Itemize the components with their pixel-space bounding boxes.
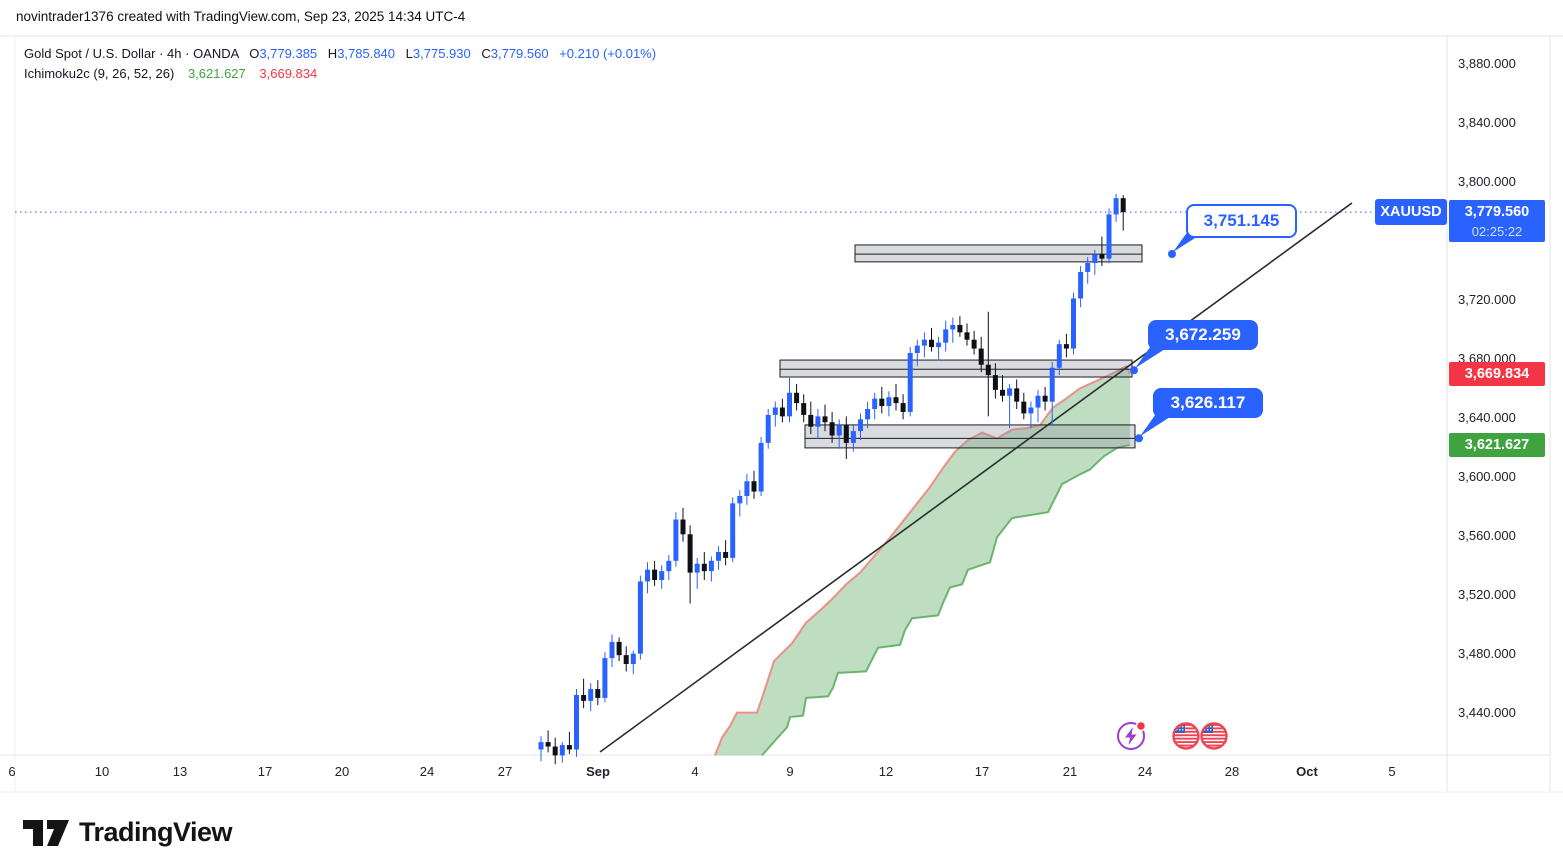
indicator-title[interactable]: Ichimoku2c (9, 26, 52, 26) [24,66,175,81]
bar-countdown: 02:25:22 [1471,224,1523,240]
time-tick: Sep [586,764,610,779]
time-tick: 9 [786,764,794,779]
price-callout-3626[interactable]: 3,626.117 [1153,388,1263,418]
time-tick: 13 [172,764,188,779]
time-tick: 21 [1062,764,1078,779]
change-value: +0.210 (+0.01%) [559,46,657,61]
time-tick: 28 [1224,764,1240,779]
last-price-badge: 3,779.560 02:25:22 [1449,200,1545,243]
time-tick: 24 [419,764,435,779]
high-label: H [327,46,338,61]
price-tick: 3,720.000 [1458,291,1516,307]
symbol-title[interactable]: Gold Spot / U.S. Dollar · 4h · OANDA [24,46,239,61]
price-tick: 3,480.000 [1458,645,1516,661]
tradingview-logo[interactable]: TradingView [22,817,233,848]
close-label: C [481,46,491,61]
low-label: L [405,46,413,61]
time-tick: 20 [334,764,350,779]
tradingview-logo-mark [23,819,69,846]
economic-event-flag-icon[interactable] [1200,722,1228,750]
events-lightning-icon[interactable] [1117,720,1147,750]
callout-anchor-dot[interactable] [1130,366,1138,375]
ichimoku-red-price-badge: 3,669.834 [1449,361,1545,386]
symbol-badge: XAUUSD [1375,199,1447,226]
indicator-green-value: 3,621.627 [187,66,246,81]
tradingview-wordmark: TradingView [79,817,233,847]
price-callout-3751[interactable]: 3,751.145 [1186,204,1297,238]
price-tick: 3,880.000 [1458,56,1516,72]
callout-anchor-dot[interactable] [1135,434,1143,443]
price-tick: 3,560.000 [1458,527,1516,543]
attribution-text: novintrader1376 created with TradingView… [16,9,466,24]
price-tick: 3,520.000 [1458,586,1516,602]
price-zone[interactable] [854,244,1143,263]
last-price-value: 3,779.560 [1464,204,1530,221]
indicator-red-value: 3,669.834 [259,66,318,81]
close-value: 3,779.560 [490,46,549,61]
time-tick: Oct [1296,764,1318,779]
legend-indicator-row[interactable]: Ichimoku2c (9, 26, 52, 26) 3,621.627 3,6… [24,64,656,84]
time-tick: 27 [497,764,513,779]
price-tick: 3,640.000 [1458,409,1516,425]
open-label: O [249,46,260,61]
time-tick: 4 [691,764,699,779]
ichimoku-green-price-badge: 3,621.627 [1449,432,1545,457]
callout-anchor-dot[interactable] [1168,250,1176,259]
low-value: 3,775.930 [412,46,471,61]
legend-symbol-row[interactable]: Gold Spot / U.S. Dollar · 4h · OANDA O3,… [24,44,656,64]
price-tick: 3,440.000 [1458,704,1516,720]
time-tick: 10 [94,764,110,779]
economic-event-flag-icon[interactable] [1172,722,1200,750]
time-tick: 17 [974,764,990,779]
price-tick: 3,800.000 [1458,174,1516,189]
price-zone[interactable] [779,359,1133,378]
price-tick: 3,840.000 [1458,115,1516,131]
time-tick: 5 [1388,764,1396,779]
chart-legend: Gold Spot / U.S. Dollar · 4h · OANDA O3,… [24,44,656,84]
trend-line[interactable] [599,202,1353,753]
price-tick: 3,600.000 [1458,468,1516,484]
time-tick: 12 [878,764,894,779]
high-value: 3,785.840 [337,46,396,61]
time-tick: 24 [1137,764,1153,779]
open-value: 3,779.385 [259,46,318,61]
price-callout-3672[interactable]: 3,672.259 [1148,320,1258,350]
time-tick: 6 [8,764,16,779]
time-tick: 17 [257,764,273,779]
